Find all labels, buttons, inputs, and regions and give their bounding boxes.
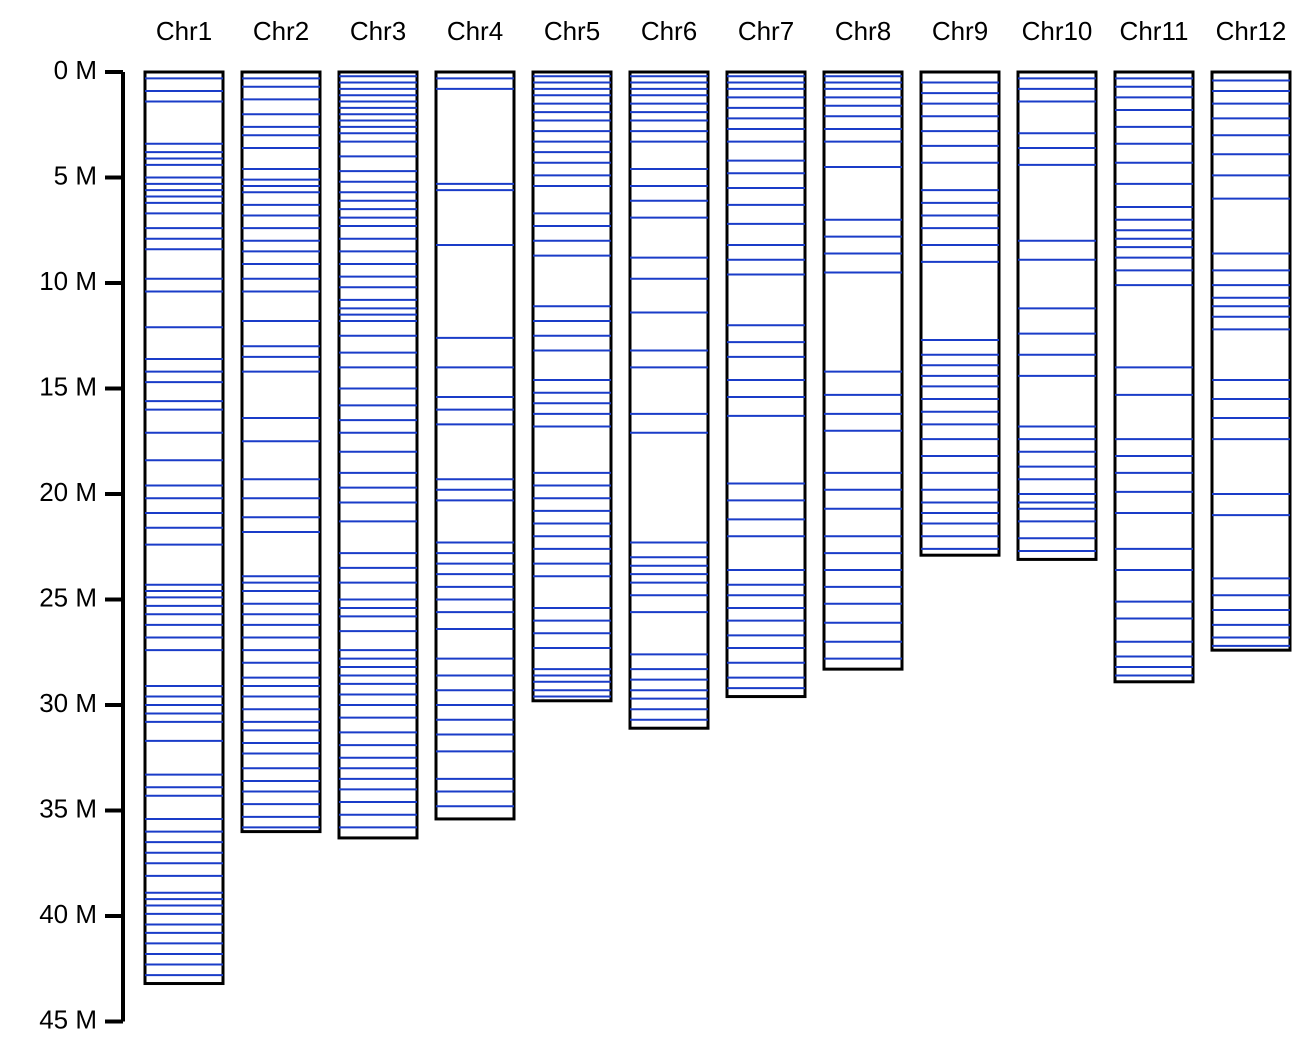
chromosome-label: Chr6 (641, 16, 697, 46)
chromosome-label: Chr12 (1216, 16, 1287, 46)
y-tick-label: 20 M (39, 477, 97, 507)
chromosome-label: Chr10 (1022, 16, 1093, 46)
chromosome-label: Chr1 (156, 16, 212, 46)
y-tick-label: 5 M (54, 160, 97, 190)
chromosome-label: Chr8 (835, 16, 891, 46)
y-tick-label: 0 M (54, 55, 97, 85)
chromosome-label: Chr3 (350, 16, 406, 46)
y-tick-label: 25 M (39, 582, 97, 612)
y-tick-label: 40 M (39, 899, 97, 929)
y-tick-label: 45 M (39, 1004, 97, 1034)
chromosome-label: Chr2 (253, 16, 309, 46)
chromosome-label: Chr11 (1120, 16, 1189, 46)
y-tick-label: 30 M (39, 688, 97, 718)
chromosome-label: Chr9 (932, 16, 988, 46)
y-tick-label: 10 M (39, 266, 97, 296)
chromosome-label: Chr7 (738, 16, 794, 46)
chromosome-ideogram: 0 M 5 M 10 M 15 M 20 M 25 M 30 M 35 M 40 M 45 M Ch… (0, 0, 1308, 1051)
chart-svg: 0 M 5 M 10 M 15 M 20 M 25 M 30 M 35 M 40 M 45 M Ch… (0, 0, 1308, 1051)
y-tick-label: 15 M (39, 371, 97, 401)
chromosome-label: Chr4 (447, 16, 503, 46)
chromosome-label: Chr5 (544, 16, 600, 46)
y-tick-label: 35 M (39, 793, 97, 823)
